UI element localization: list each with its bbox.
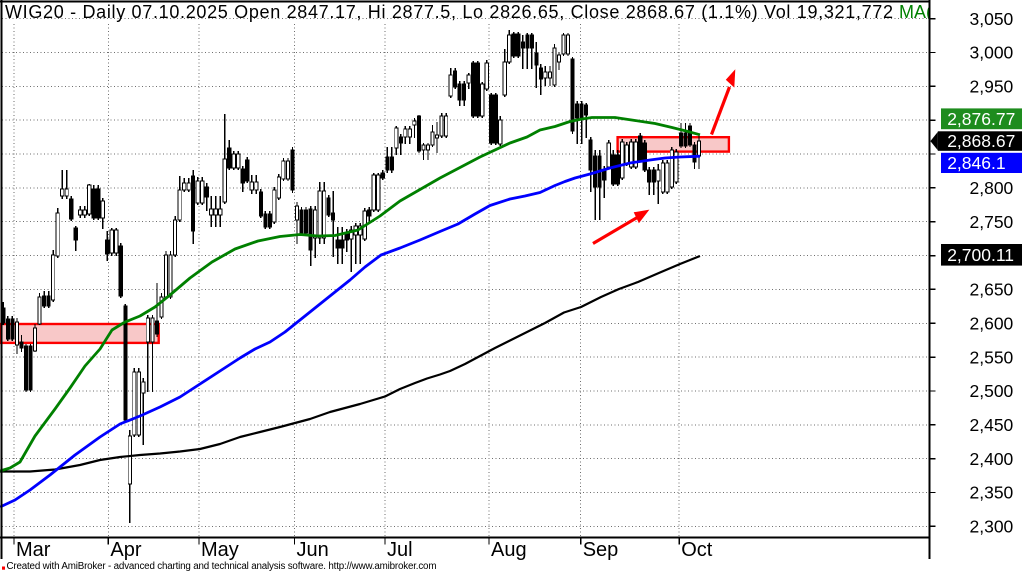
svg-text:2,600: 2,600 xyxy=(970,314,1014,334)
svg-text:2,650: 2,650 xyxy=(970,280,1014,300)
svg-text:Created with AmiBroker - advan: Created with AmiBroker - advanced charti… xyxy=(7,561,437,572)
svg-text:2,350: 2,350 xyxy=(970,483,1014,503)
svg-text:2,868.67: 2,868.67 xyxy=(947,131,1015,151)
svg-text:2,400: 2,400 xyxy=(970,449,1014,469)
svg-text:2,450: 2,450 xyxy=(970,415,1014,435)
svg-text:May: May xyxy=(201,539,239,561)
svg-text:Mar: Mar xyxy=(16,539,51,561)
svg-text:2,700.11: 2,700.11 xyxy=(947,245,1014,265)
svg-text:Jul: Jul xyxy=(387,539,413,561)
svg-text:Oct: Oct xyxy=(681,539,713,561)
svg-text:Aug: Aug xyxy=(491,539,527,561)
svg-text:MA(C,: MA(C, xyxy=(899,2,950,22)
svg-text:2,950: 2,950 xyxy=(970,77,1014,97)
svg-text:2,800: 2,800 xyxy=(970,178,1014,198)
svg-text:Apr: Apr xyxy=(110,539,141,561)
svg-text:Jun: Jun xyxy=(297,539,329,561)
svg-text:3,050: 3,050 xyxy=(970,9,1014,29)
svg-text:WIG20 - Daily 07.10.2025 Open: WIG20 - Daily 07.10.2025 Open 2847.17, H… xyxy=(5,2,893,22)
svg-text:2,500: 2,500 xyxy=(970,381,1014,401)
svg-text:2,876.77: 2,876.77 xyxy=(947,109,1015,129)
svg-text:2,300: 2,300 xyxy=(970,517,1014,537)
svg-text:2,550: 2,550 xyxy=(970,347,1014,367)
svg-text:2,750: 2,750 xyxy=(970,212,1014,232)
svg-text:2,846.1: 2,846.1 xyxy=(947,153,1005,173)
svg-text:3,000: 3,000 xyxy=(970,43,1014,63)
svg-text:Sep: Sep xyxy=(583,539,619,561)
